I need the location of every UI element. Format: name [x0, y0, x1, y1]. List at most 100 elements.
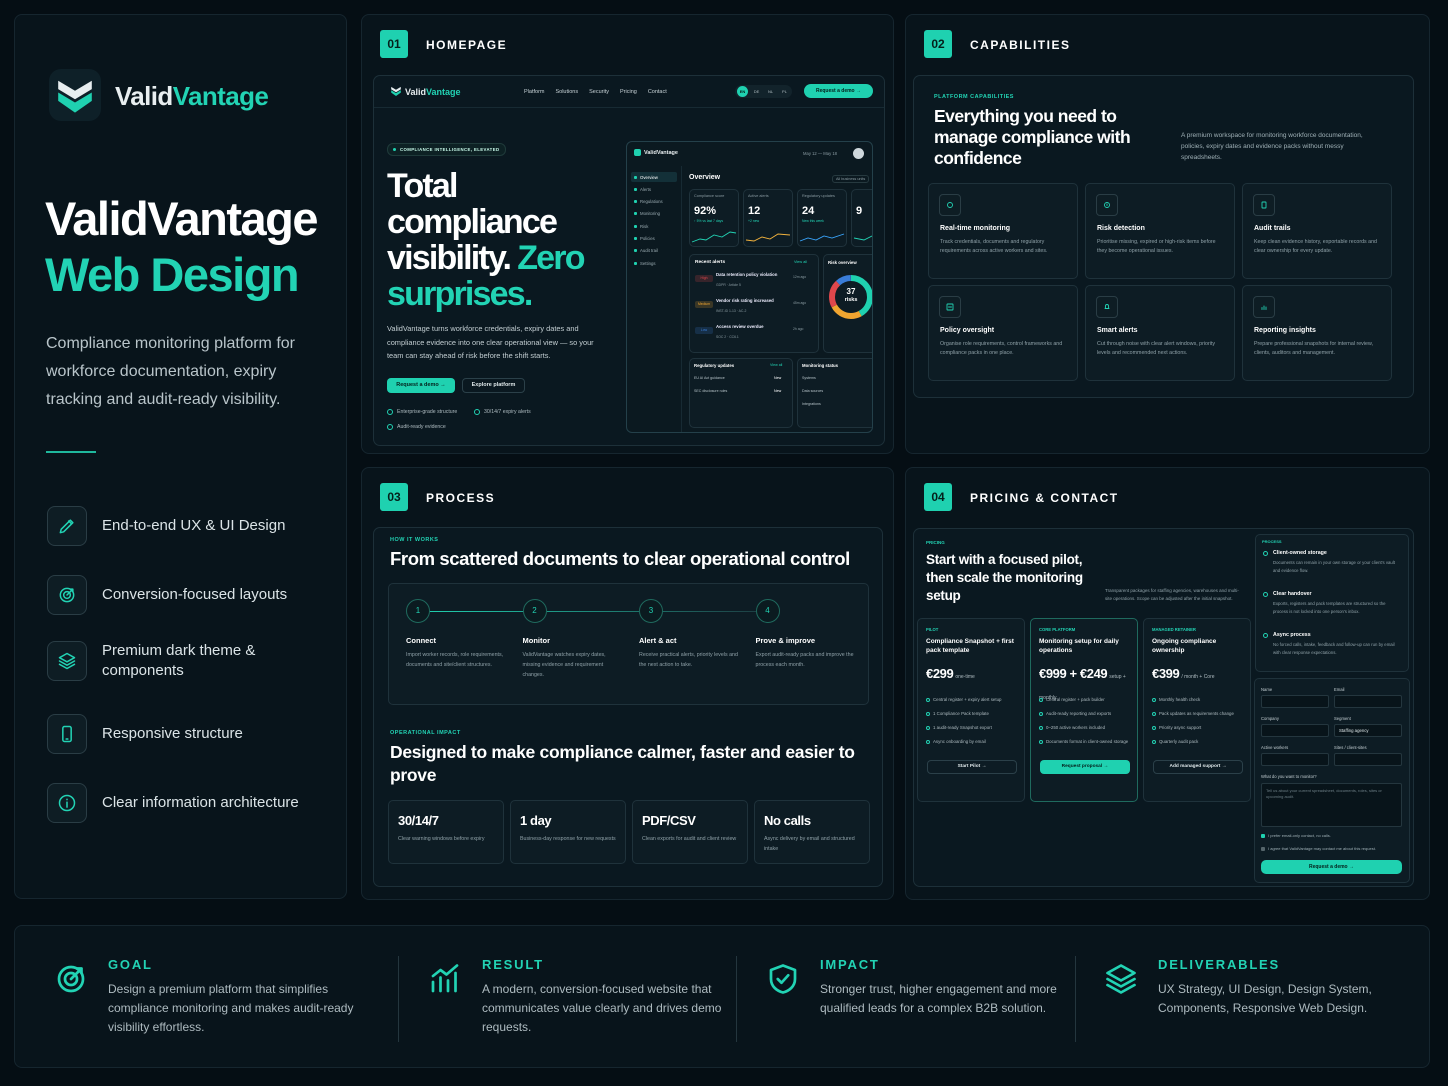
sidebar-item: Audit trail [631, 246, 677, 256]
form-checkbox[interactable]: I prefer email-only contact, no calls. [1261, 833, 1331, 838]
capability-title: Real-time monitoring [940, 225, 1011, 232]
field-input[interactable]: Staffing agency [1334, 724, 1402, 737]
section-panel: 04 PRICING & CONTACT PRICING Start with a f… [905, 467, 1430, 900]
section-number: 04 [924, 483, 952, 511]
language[interactable]: NL [767, 89, 774, 94]
sidebar-label[interactable]: Alerts [640, 186, 651, 192]
alert-time: 2h ago [793, 327, 804, 331]
kpi-sparkline [744, 226, 792, 246]
plan-name: Compliance Snapshot + first pack templat… [926, 638, 1014, 654]
step-title: Connect [406, 636, 436, 645]
sidebar-item: Monitoring [631, 209, 677, 219]
sidebar-label[interactable]: Overview [640, 174, 658, 180]
dashboard-heading: Overview [689, 174, 721, 181]
homepage-frame: ValidVantage Platform Solutions Security Pri… [373, 75, 885, 446]
feature-label: Central register + expiry alert setup [933, 697, 1002, 702]
capability-text: Track credentials, documents and regulat… [940, 239, 1048, 254]
nav-cta[interactable]: Request a demo → [804, 84, 873, 98]
nav-link[interactable]: Platform [524, 89, 545, 95]
stat-text: Clean exports for audit and client revie… [642, 836, 737, 842]
kpi-card: 9 [851, 189, 872, 247]
hero-badge-text: COMPLIANCE INTELLIGENCE, ELEVATED [400, 147, 500, 152]
field-input[interactable] [1261, 695, 1329, 708]
capability-icon [1253, 296, 1275, 318]
pricing-heading: Start with a focused pilot, then scale t… [926, 552, 1083, 603]
feature-check [1039, 697, 1043, 702]
capability-icon [939, 194, 961, 216]
monitoring-card: Monitoring status Systems Data sources Inte… [797, 358, 872, 428]
summary-text: Stronger trust, higher engagement and mo… [820, 982, 1057, 1015]
sidebar-label[interactable]: Regulations [640, 199, 663, 205]
form-submit[interactable]: Request a demo → [1261, 860, 1402, 874]
step-title: Monitor [522, 636, 551, 645]
intro-title-accent: Web Design [45, 248, 300, 301]
capability-title: Smart alerts [1097, 327, 1138, 334]
stat-value: 1 day [520, 813, 552, 828]
field-input[interactable] [1334, 753, 1402, 766]
plan-tier: PILOT [926, 627, 939, 632]
risk-card: Risk overview 37 risks [823, 254, 872, 353]
alert-sub: INST-ID 1-13 · AC-2 [716, 309, 747, 313]
feature-check [1152, 697, 1156, 702]
hero-primary-button[interactable]: Request a demo → [387, 378, 455, 393]
sidebar-label[interactable]: Settings [640, 260, 656, 266]
plan-button[interactable]: Start Pilot → [927, 760, 1017, 774]
hero-secondary-button[interactable]: Explore platform [462, 378, 525, 393]
nav-link[interactable]: Pricing [620, 89, 637, 95]
feature-check [1152, 711, 1156, 716]
summary-divider [398, 956, 399, 1042]
side-text: Documents can remain in your own storage… [1273, 560, 1395, 573]
field-input[interactable] [1261, 724, 1329, 737]
plan-price: €999 + €249 [1039, 666, 1108, 681]
capability-text: Prioritise missing, expired or high-risk… [1097, 239, 1216, 254]
risk-donut [827, 273, 872, 321]
language[interactable]: DE [753, 89, 760, 94]
step-number: 1 [406, 599, 430, 623]
date-range: May 12 — May 18 [803, 151, 837, 156]
summary-label: RESULT [482, 957, 544, 972]
feature-icon [47, 506, 87, 546]
plan-feature: Quarterly audit pack [1152, 739, 1198, 744]
nav-link[interactable]: Solutions [555, 89, 579, 95]
updates-title: Regulatory updates [694, 363, 735, 368]
check-dot [474, 409, 480, 415]
nav-logo-b: Vantage [426, 87, 461, 97]
sidebar-item: Policies [631, 234, 677, 244]
nav-link[interactable]: Contact [647, 89, 667, 95]
sidebar-label[interactable]: Risk [640, 223, 649, 229]
feature-label: 1 Compliance Pack template [933, 711, 989, 716]
plan-button[interactable]: Add managed support → [1153, 760, 1243, 774]
hero-check: Enterprise-grade structure [387, 409, 457, 415]
stat-card: PDF/CSV Clean exports for audit and clien… [632, 800, 748, 864]
form-checkbox[interactable]: I agree that ValidVantage may contact me… [1261, 846, 1376, 851]
feature-label: Premium dark theme & components [102, 642, 256, 679]
field-input[interactable] [1261, 753, 1329, 766]
sidebar-item: Regulations [631, 197, 677, 207]
risk-count: 37 [846, 287, 856, 296]
plan-price-row: €999 + €249 setup + monthly [1039, 665, 1135, 707]
capability-title: Risk detection [1097, 225, 1145, 232]
sidebar-label[interactable]: Audit trail [640, 248, 658, 254]
plan-card: PILOT Compliance Snapshot + first pack te… [917, 618, 1025, 802]
language[interactable]: EN [737, 86, 748, 97]
plan-button[interactable]: Request proposal → [1040, 760, 1130, 774]
kpi-value: 24 [802, 205, 815, 217]
capabilities-frame: PLATFORM CAPABILITIES Everything you need… [913, 75, 1414, 398]
alert-title: Vendor risk rating increased [716, 298, 774, 303]
message-input[interactable]: Tell us about your current spreadsheet, … [1261, 783, 1402, 827]
sidebar-dot [634, 237, 637, 240]
sidebar-item: Risk [631, 221, 677, 231]
field-input[interactable] [1334, 695, 1402, 708]
step-text: Export audit-ready packs and improve the… [755, 652, 854, 668]
sidebar-label[interactable]: Policies [640, 236, 655, 241]
language[interactable]: PL [782, 89, 787, 94]
feature-check [1152, 739, 1156, 744]
nav-link[interactable]: Security [589, 89, 609, 95]
step-number: 2 [522, 599, 547, 623]
feature-label: Documents format in client-owned storage [1046, 739, 1129, 744]
hero-body: ValidVantage turns workforce credentials… [387, 324, 594, 360]
sidebar-label[interactable]: Monitoring [640, 211, 661, 217]
language-switch: EN DE NL PL [735, 85, 792, 98]
filter: All business units [832, 175, 870, 183]
